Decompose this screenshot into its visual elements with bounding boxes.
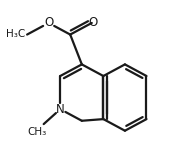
Text: O: O: [89, 16, 98, 29]
Text: H₃C: H₃C: [6, 29, 25, 39]
Text: O: O: [44, 16, 53, 29]
Text: N: N: [56, 103, 65, 116]
Text: CH₃: CH₃: [27, 127, 47, 137]
